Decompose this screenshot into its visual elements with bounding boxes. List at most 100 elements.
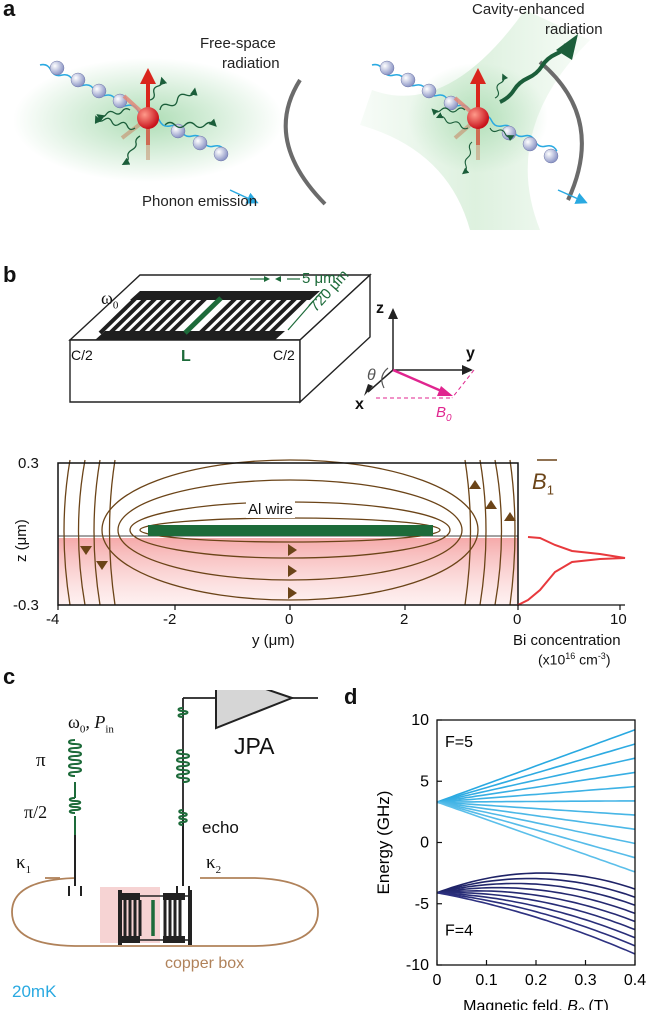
finger-width-label: 5 μm [302, 270, 336, 287]
theta-label: θ [367, 367, 376, 384]
copper-box-label: copper box [165, 955, 245, 972]
conc-tick-10: 10 [610, 611, 627, 628]
f4-level-line [436, 891, 636, 947]
conc-units-a: (x10 [538, 651, 566, 668]
y-tick-label: 5 [420, 773, 429, 790]
kappa2-label: κ2 [206, 852, 221, 876]
cavity-label-2: radiation [545, 21, 603, 38]
kappa2-symbol: κ [206, 852, 216, 873]
pi-pulse-label: π [36, 750, 46, 771]
free-space-label-1: Free-space [200, 35, 276, 52]
x-tick-label: 0.1 [475, 972, 497, 989]
panel-b-device [68, 273, 475, 404]
f4-level-line [436, 882, 636, 907]
f5-level-line [436, 801, 636, 859]
axis-x-label: x [355, 396, 364, 413]
f5-level-line [436, 800, 635, 803]
b0-symbol: B [436, 404, 447, 421]
b-xtick-m4: -4 [46, 611, 60, 628]
temperature-label: 20mK [12, 982, 57, 1001]
f5-level-line [436, 757, 636, 803]
b1-subscript: 1 [546, 482, 554, 498]
kappa1-subscript: 1 [25, 863, 32, 876]
x-tick-label: 0.3 [574, 972, 596, 989]
al-wire-label: Al wire [246, 501, 296, 518]
y-axis-label: Energy (GHz) [374, 791, 393, 895]
f4-level-line [436, 889, 636, 923]
f5-level-line [436, 785, 636, 803]
panel-b-field-plot [57, 459, 626, 610]
x-axis-label: Magnetic feld, B0 (T) [463, 998, 609, 1010]
conc-units-c: ) [605, 651, 611, 668]
f4-level-line [436, 886, 636, 915]
conc-label-1: Bi concentration [513, 632, 621, 649]
c-omega-symbol: ω [68, 712, 80, 732]
b-xtick-m2: -2 [163, 611, 177, 628]
b-xlabel: y (μm) [252, 632, 295, 649]
conc-units-exp2: -3 [597, 651, 606, 661]
panel-label-a: a [3, 0, 16, 21]
panel-c-circuit [11, 690, 319, 947]
kappa1-label: κ1 [16, 852, 31, 876]
f5-level-line [436, 801, 636, 831]
cap-right-label: C/2 [273, 347, 295, 363]
f5-level-line [436, 729, 636, 803]
pi-half-pulse-label: π/2 [24, 802, 48, 822]
f4-level-line [436, 877, 636, 898]
conc-tick-0: 0 [513, 611, 522, 628]
kappa2-subscript: 2 [215, 863, 222, 876]
x-tick-label: 0.2 [525, 972, 547, 989]
f4-level-line [436, 891, 636, 939]
panel-a-figure [13, 10, 590, 230]
c-pin-symbol: , P [85, 712, 106, 732]
b1-symbol: B [532, 469, 547, 494]
omega0-label: ω0 [101, 288, 118, 312]
panel-label-b: b [3, 262, 17, 287]
echo-label: echo [202, 818, 239, 837]
c-pin-subscript: in [105, 723, 114, 736]
conc-units-b: cm [575, 651, 598, 668]
conc-label-2: (x1016 cm-3) [538, 651, 611, 668]
conc-units-exp: 16 [565, 651, 576, 661]
y-tick-label: 10 [411, 712, 429, 729]
b-xtick-2: 2 [400, 611, 409, 628]
y-tick-label: -10 [406, 957, 429, 974]
b-ytick-bottom: -0.3 [13, 597, 39, 614]
c-omega-subscript: 0 [79, 723, 86, 736]
x-tick-label: 0 [433, 972, 442, 989]
b-xtick-0: 0 [285, 611, 294, 628]
axis-z-label: z [376, 300, 384, 317]
f5-level-line [436, 801, 636, 845]
x-tick-label: 0.4 [624, 972, 646, 989]
b-ytick-top: 0.3 [18, 455, 39, 472]
kappa1-symbol: κ [16, 852, 26, 873]
f4-level-line [436, 891, 636, 955]
f5-level-line [436, 771, 636, 803]
f5-level-line [436, 801, 636, 873]
b0-subscript: 0 [446, 413, 452, 424]
b1-label: B1 [532, 469, 554, 497]
c-omega-pin-label: ω0, Pin [68, 712, 114, 736]
y-tick-label: -5 [415, 896, 429, 913]
f4-level-line [436, 891, 636, 931]
omega-symbol: ω [101, 288, 113, 308]
b-ylabel: z (μm) [13, 519, 30, 562]
jpa-label: JPA [234, 733, 275, 759]
free-space-label-2: radiation [222, 55, 280, 72]
panel-label-d: d [344, 684, 358, 709]
omega-subscript: 0 [112, 299, 119, 312]
b0-label: B0 [436, 404, 452, 424]
f4-level-line [436, 872, 636, 894]
inductor-label: L [181, 348, 191, 365]
annotation-f5: F=5 [445, 734, 473, 751]
y-tick-label: 0 [420, 835, 429, 852]
cavity-label-1: Cavity-enhanced [472, 1, 585, 18]
phonon-emission-label: Phonon emission [142, 193, 258, 210]
f5-level-line [436, 743, 636, 803]
annotation-f4: F=4 [445, 923, 473, 940]
f5-level-line [436, 801, 636, 816]
cap-left-label: C/2 [71, 347, 93, 363]
axis-y-label: y [466, 345, 475, 362]
panel-label-c: c [3, 664, 16, 689]
